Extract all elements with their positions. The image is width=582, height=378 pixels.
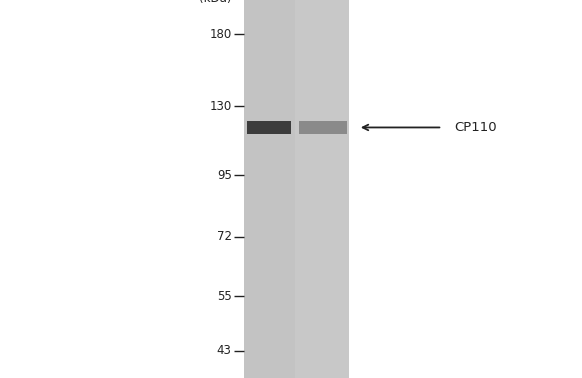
Bar: [244, 0, 349, 378]
Text: 95: 95: [217, 169, 232, 182]
Text: MW
(kDa): MW (kDa): [199, 0, 232, 5]
Bar: [244, 0, 294, 378]
Bar: [299, 121, 347, 133]
Bar: [247, 121, 290, 133]
Text: 55: 55: [217, 290, 232, 303]
Text: 130: 130: [210, 99, 232, 113]
Text: 43: 43: [217, 344, 232, 357]
Text: 72: 72: [217, 230, 232, 243]
Text: CP110: CP110: [454, 121, 496, 134]
Text: 180: 180: [210, 28, 232, 40]
